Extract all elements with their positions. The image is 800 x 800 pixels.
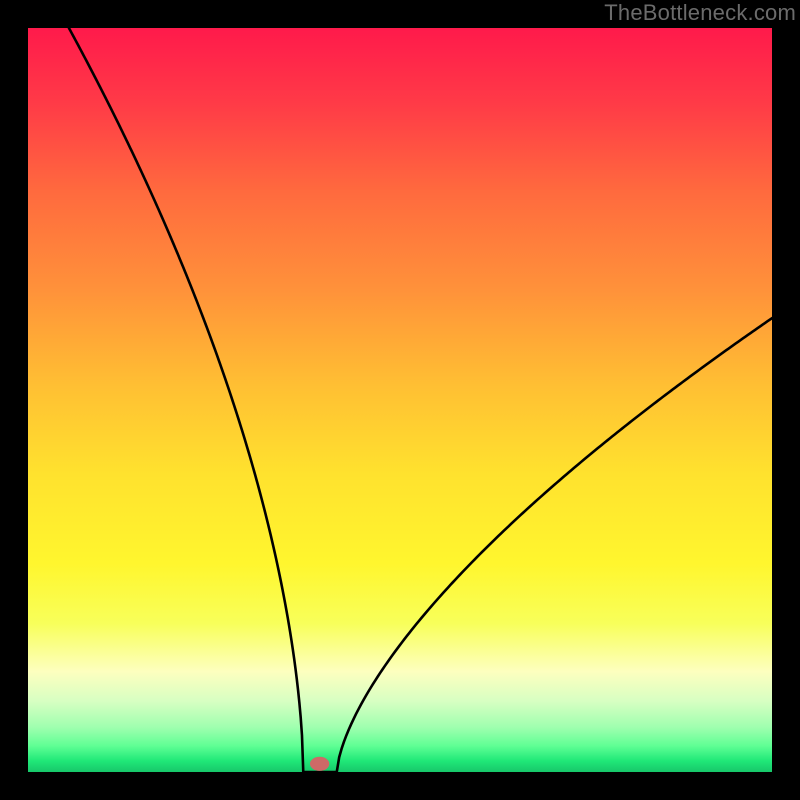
chart-root: TheBottleneck.com xyxy=(0,0,800,800)
optimum-marker xyxy=(310,757,329,771)
bottleneck-curve xyxy=(0,0,800,800)
